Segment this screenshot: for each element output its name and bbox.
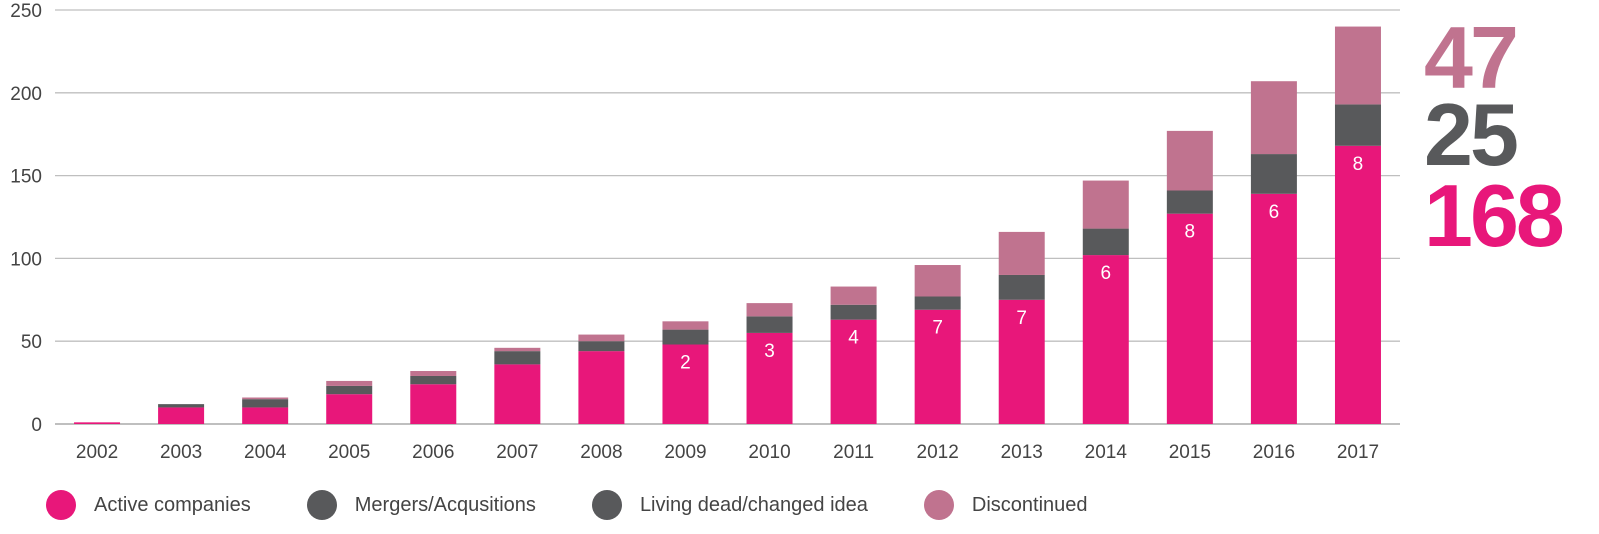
bar-segment	[578, 334, 625, 342]
bars: 2 3 4 7 7 6 8 6 8	[74, 26, 1381, 425]
bar-segment	[662, 329, 709, 345]
bar-segment	[1250, 193, 1297, 424]
bar-segment	[74, 422, 121, 424]
y-tick-label: 150	[10, 167, 42, 188]
legend-swatch-icon	[46, 490, 76, 520]
legend-swatch-icon	[923, 490, 954, 520]
bar-data-label: 3	[764, 341, 775, 362]
bar-segment	[830, 304, 877, 320]
bar-segment	[662, 321, 709, 330]
bar-segment	[1082, 180, 1129, 229]
x-tick-label: 2005	[328, 442, 370, 463]
x-tick-label: 2006	[412, 442, 454, 463]
bar-data-label: 6	[1269, 202, 1280, 223]
bar-segment	[662, 344, 709, 424]
bar-segment	[1166, 213, 1213, 424]
bar-segment	[998, 231, 1045, 275]
bar-segment	[1334, 145, 1381, 425]
x-tick-label: 2016	[1253, 442, 1295, 463]
highlight-value: 25	[1424, 85, 1517, 184]
bar-segment	[1334, 104, 1381, 146]
bar-segment	[914, 296, 961, 310]
x-tick-label: 2003	[160, 442, 202, 463]
bar-segment	[746, 332, 793, 424]
bar-segment	[242, 399, 289, 408]
bar-segment	[578, 341, 625, 352]
bar-segment	[578, 351, 625, 424]
x-tick-label: 2008	[580, 442, 622, 463]
highlight-value: 168	[1424, 166, 1563, 265]
legend: Active companies Mergers/Acqusitions Livin…	[46, 490, 1144, 520]
bar-segment	[326, 385, 373, 395]
bar-segment	[1082, 255, 1129, 424]
legend-swatch-icon	[306, 490, 337, 520]
bar-segment	[998, 299, 1045, 424]
bar-segment	[1334, 26, 1381, 105]
y-axis: 0 50 100 150 200 250	[10, 1, 42, 436]
x-tick-label: 2010	[748, 442, 790, 463]
y-tick-label: 0	[31, 415, 42, 436]
bar-segment	[746, 316, 793, 333]
legend-label: Living dead/changed idea	[639, 493, 868, 516]
x-tick-label: 2002	[76, 442, 118, 463]
bar-data-label: 8	[1185, 222, 1196, 243]
legend-item: Discontinued	[923, 490, 1088, 520]
legend-swatch-icon	[591, 490, 622, 520]
bar-data-label: 8	[1353, 154, 1364, 175]
bar-data-label: 4	[848, 328, 859, 349]
x-tick-label: 2007	[496, 442, 538, 463]
bar-segment	[746, 303, 793, 317]
y-tick-label: 100	[10, 249, 42, 270]
bar-segment	[410, 371, 457, 376]
y-tick-label: 50	[21, 332, 42, 353]
y-tick-label: 200	[10, 84, 42, 105]
bar-segment	[494, 347, 541, 352]
bar-segment	[158, 407, 205, 424]
bar-segment	[998, 274, 1045, 300]
x-tick-label: 2012	[917, 442, 959, 463]
bar-segment	[1082, 228, 1129, 256]
y-tick-label: 250	[10, 1, 42, 22]
bar-segment	[410, 375, 457, 385]
legend-item: Living dead/changed idea	[591, 490, 868, 520]
x-axis: 2002 2003 2004 2005 2006 2007 2008 2009 2010 2011…	[76, 442, 1379, 463]
bar-segment	[830, 286, 877, 305]
bar-segment	[410, 384, 457, 424]
bar-segment	[914, 265, 961, 297]
bar-segment	[1250, 154, 1297, 194]
bar-segment	[914, 309, 961, 424]
bar-segment	[1166, 130, 1213, 191]
bar-segment	[1166, 190, 1213, 214]
legend-item: Mergers/Acqusitions	[306, 490, 536, 520]
bar-segment	[1250, 81, 1297, 155]
bar-data-label: 6	[1100, 263, 1111, 284]
bar-segment	[242, 407, 289, 424]
bar-data-label: 7	[932, 318, 943, 339]
bar-data-label: 2	[680, 353, 691, 374]
bar-segment	[494, 364, 541, 424]
bar-segment	[494, 351, 541, 365]
bar-segment	[326, 394, 373, 424]
x-tick-label: 2014	[1085, 442, 1128, 463]
x-tick-label: 2017	[1337, 442, 1379, 463]
bar-segment	[158, 404, 205, 408]
x-tick-label: 2004	[244, 442, 287, 463]
bar-segment	[242, 397, 289, 400]
legend-label: Discontinued	[971, 493, 1088, 516]
legend-label: Active companies	[94, 493, 251, 516]
bar-data-label: 7	[1016, 308, 1027, 329]
legend-item: Active companies	[46, 490, 251, 520]
bar-segment	[326, 380, 373, 386]
x-tick-label: 2011	[833, 442, 874, 463]
legend-label: Mergers/Acqusitions	[354, 493, 536, 516]
x-tick-label: 2009	[664, 442, 706, 463]
x-tick-label: 2015	[1169, 442, 1211, 463]
highlight-value: 47	[1424, 8, 1516, 107]
x-tick-label: 2013	[1001, 442, 1043, 463]
bar-segment	[830, 319, 877, 424]
